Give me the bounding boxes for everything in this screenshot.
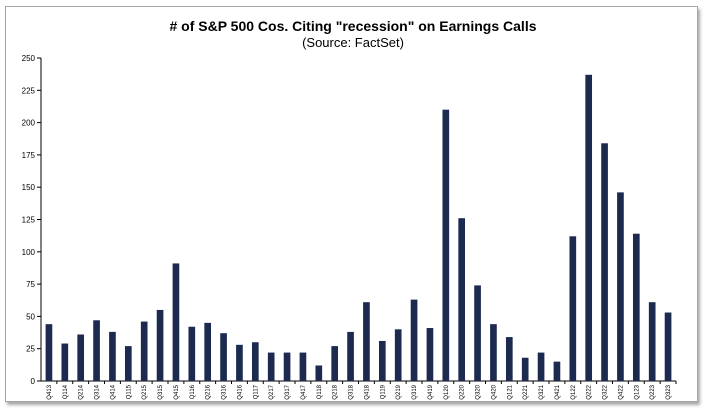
y-tick-label: 0	[31, 377, 36, 386]
y-tick-label: 150	[22, 183, 36, 192]
bar	[569, 236, 577, 381]
x-tick-label: Q318	[349, 384, 355, 399]
bar	[45, 324, 53, 381]
bar	[648, 302, 656, 381]
x-tick-label: Q217	[269, 384, 275, 399]
x-tick-label: Q421	[555, 384, 561, 399]
x-tick-label: Q322	[603, 384, 609, 399]
bar	[347, 331, 354, 381]
bar	[505, 337, 513, 381]
bar	[172, 263, 180, 381]
x-tick-label: Q116	[190, 384, 196, 399]
y-tick-label: 75	[26, 280, 35, 289]
x-tick-label: Q122	[571, 384, 577, 399]
x-tick-label: Q218	[333, 384, 339, 399]
x-tick-label: Q422	[618, 384, 624, 399]
bar	[617, 192, 624, 381]
bar	[109, 331, 116, 381]
bar	[664, 312, 672, 381]
bar	[426, 328, 434, 381]
x-tick-label: Q317	[285, 384, 291, 399]
bar	[632, 233, 640, 381]
x-tick-label: Q119	[380, 384, 386, 399]
x-tick-label: Q316	[222, 384, 228, 399]
y-tick-label: 250	[22, 54, 36, 63]
bar	[315, 365, 323, 381]
bar	[251, 342, 259, 381]
bar	[61, 343, 69, 381]
x-tick-label: Q223	[650, 384, 656, 399]
x-tick-label: Q219	[396, 384, 402, 399]
bar	[156, 309, 164, 381]
bar	[188, 326, 196, 381]
x-tick-label: Q214	[79, 384, 85, 399]
bar	[490, 324, 497, 381]
bar	[410, 299, 418, 381]
bar	[394, 329, 402, 381]
x-tick-label: Q413	[47, 384, 53, 399]
x-tick-label: Q118	[317, 384, 323, 399]
bar	[236, 344, 243, 381]
bar	[458, 218, 466, 381]
x-tick-label: Q416	[237, 384, 243, 399]
x-tick-label: Q221	[523, 384, 529, 399]
y-tick-label: 125	[22, 216, 36, 225]
x-tick-label: Q321	[539, 384, 545, 399]
x-tick-label: Q314	[95, 384, 101, 399]
y-tick-label: 25	[26, 345, 35, 354]
x-tick-label: Q117	[253, 384, 259, 399]
bar	[521, 357, 529, 381]
bar	[474, 285, 481, 381]
x-tick-label: Q418	[364, 384, 370, 399]
y-tick-label: 175	[22, 151, 36, 160]
x-tick-label: Q420	[491, 384, 497, 399]
x-tick-label: Q121	[507, 384, 513, 399]
bar	[204, 322, 212, 381]
y-tick-label: 50	[26, 312, 35, 321]
x-tick-label: Q222	[587, 384, 593, 399]
x-tick-label: Q415	[174, 384, 180, 399]
bar	[537, 352, 545, 381]
bar	[299, 352, 307, 381]
x-tick-label: Q315	[158, 384, 164, 399]
x-tick-label: Q417	[301, 384, 307, 399]
bar	[124, 346, 132, 381]
x-tick-label: Q414	[110, 384, 116, 399]
bar	[378, 340, 386, 381]
x-tick-label: Q114	[63, 384, 69, 399]
bar	[331, 346, 339, 381]
bar	[585, 74, 593, 382]
chart-subtitle: (Source: FactSet)	[302, 35, 404, 50]
bar	[601, 143, 608, 381]
x-tick-label: Q323	[666, 384, 672, 399]
chart-title: # of S&P 500 Cos. Citing "recession" on …	[169, 18, 537, 34]
x-tick-label: Q120	[444, 384, 450, 399]
x-tick-label: Q320	[476, 384, 482, 399]
x-tick-label: Q216	[206, 384, 212, 399]
x-tick-label: Q215	[142, 384, 148, 399]
x-tick-label: Q115	[126, 384, 132, 399]
bar	[267, 352, 275, 381]
x-tick-label: Q123	[634, 384, 640, 399]
y-tick-label: 100	[22, 248, 36, 257]
y-tick-label: 200	[22, 119, 36, 128]
bar	[283, 352, 291, 381]
bar	[140, 321, 148, 381]
bar	[93, 320, 100, 381]
y-tick-label: 225	[22, 86, 36, 95]
bar	[442, 109, 450, 382]
bar	[220, 333, 227, 381]
x-tick-label: Q419	[428, 384, 434, 399]
bar	[77, 334, 85, 381]
x-tick-label: Q319	[412, 384, 418, 399]
bar	[553, 361, 561, 381]
x-tick-label: Q220	[460, 384, 466, 399]
bar	[363, 302, 370, 381]
